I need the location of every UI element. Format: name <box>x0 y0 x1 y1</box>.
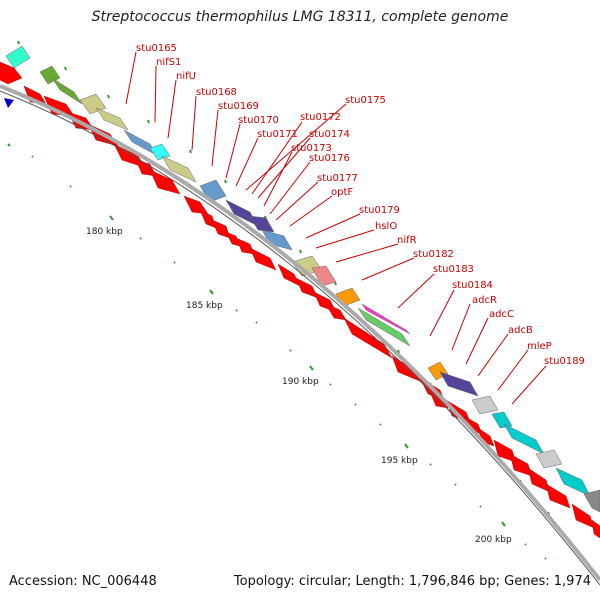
genome-backbone <box>0 84 600 582</box>
map-title: Streptococcus thermophilus LMG 18311, co… <box>91 9 509 25</box>
gene-label: mleP <box>527 341 552 352</box>
gene-label: stu0177 <box>317 173 358 184</box>
gene-label: stu0182 <box>413 249 454 260</box>
gene-label: stu0165 <box>136 43 177 54</box>
gene-label: stu0171 <box>257 129 298 140</box>
gene-label: stu0179 <box>359 205 400 216</box>
gene-label: adcB <box>508 325 533 336</box>
gene-label: stu0169 <box>218 101 259 112</box>
scale-label: 190 kbp <box>282 377 319 387</box>
gene-label: nifU <box>176 71 196 82</box>
gene-arrows <box>0 61 600 539</box>
gene-label: nifR <box>397 235 417 246</box>
scale-label: 180 kbp <box>86 227 123 237</box>
gene-label: stu0183 <box>433 264 474 275</box>
gene-label: adcR <box>472 295 497 306</box>
topology-text: Topology: circular; Length: 1,796,846 bp… <box>233 574 591 589</box>
outer-ticks <box>17 40 550 516</box>
gene-label: stu0173 <box>291 143 332 154</box>
feature-boxes <box>5 45 600 513</box>
accession-text: Accession: NC_006448 <box>9 574 157 589</box>
gene-label: adcC <box>489 309 514 320</box>
gene-label: optF <box>331 187 353 198</box>
start-marker-icon <box>4 98 14 108</box>
gene-labels: stu0165 nifS1 nifU stu0168 stu0169 stu01… <box>136 43 585 367</box>
gene-label: stu0189 <box>544 356 585 367</box>
gene-label: nifS1 <box>156 57 181 68</box>
gene-label: stu0174 <box>309 129 350 140</box>
gene-label: hslO <box>375 221 397 232</box>
label-leaders <box>125 51 547 405</box>
inner-ticks <box>7 143 547 560</box>
gene-label: stu0168 <box>196 87 237 98</box>
scale-label: 185 kbp <box>186 301 223 311</box>
gene-label: stu0184 <box>452 280 493 291</box>
scale-label: 195 kbp <box>381 456 418 466</box>
scale-label: 200 kbp <box>475 535 512 545</box>
gene-label: stu0176 <box>309 153 350 164</box>
gene-label: stu0172 <box>300 112 341 123</box>
gene-label: stu0170 <box>238 115 279 126</box>
gene-label: stu0175 <box>345 95 386 106</box>
